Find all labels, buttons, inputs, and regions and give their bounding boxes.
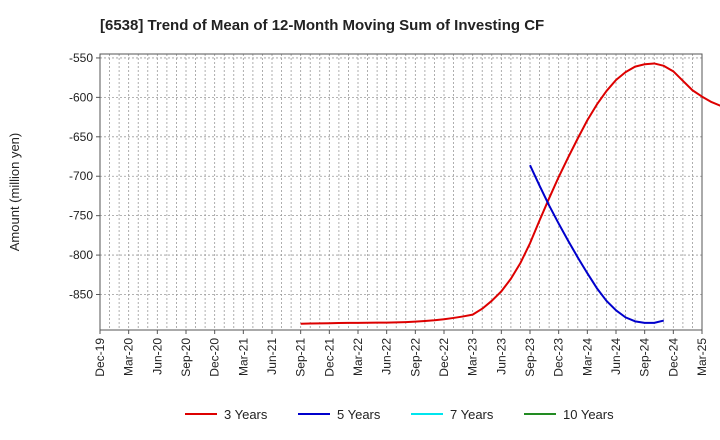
y-tick-label: -800 (69, 248, 93, 262)
y-tick-label: -650 (69, 130, 93, 144)
y-tick-label: -550 (69, 51, 93, 65)
x-tick-label: Sep-20 (179, 338, 193, 377)
x-tick-label: Jun-22 (380, 338, 394, 375)
series-line-5-years (529, 164, 665, 324)
x-tick-label: Dec-22 (437, 338, 451, 377)
x-tick-label: Jun-20 (150, 338, 164, 375)
x-tick-label: Dec-19 (93, 338, 107, 377)
x-tick-label: Mar-25 (695, 338, 709, 376)
y-tick-label: -750 (69, 209, 93, 223)
x-tick-label: Jun-21 (265, 338, 279, 375)
x-tick-label: Mar-22 (351, 338, 365, 376)
chart-title: [6538] Trend of Mean of 12-Month Moving … (100, 17, 544, 34)
legend: 3 Years 5 Years 7 Years 10 Years (185, 407, 614, 422)
x-tick-label: Mar-21 (236, 338, 250, 376)
x-tick-label: Dec-23 (552, 338, 566, 377)
x-tick-label: Sep-24 (638, 338, 652, 377)
legend-label: 5 Years (337, 407, 381, 422)
x-tick-label: Jun-24 (609, 338, 623, 375)
legend-label: 3 Years (224, 407, 268, 422)
x-tick-label: Sep-21 (294, 338, 308, 377)
x-tick-label: Sep-22 (408, 338, 422, 377)
y-tick-label: -700 (69, 169, 93, 183)
legend-item: 5 Years (298, 407, 381, 422)
y-tick-label: -850 (69, 288, 93, 302)
x-tick-label: Mar-24 (580, 338, 594, 376)
series-lines (300, 62, 720, 325)
y-axis: -550 -600 -650 -700 -750 -800 -850 (69, 51, 100, 302)
series-line-3-years (300, 62, 720, 325)
x-tick-label: Dec-24 (666, 338, 680, 377)
x-tick-label: Mar-23 (466, 338, 480, 376)
x-tick-label: Mar-20 (122, 338, 136, 376)
x-tick-label: Dec-20 (208, 338, 222, 377)
legend-label: 10 Years (563, 407, 614, 422)
x-tick-label: Jun-23 (494, 338, 508, 375)
y-tick-label: -600 (69, 90, 93, 104)
y-axis-label: Amount (million yen) (7, 133, 22, 252)
grid (100, 54, 702, 330)
plot-area (99, 53, 703, 331)
x-tick-label: Sep-23 (523, 338, 537, 377)
x-axis: Dec-19 Mar-20 Jun-20 Sep-20 Dec-20 Mar-21 Jun-… (93, 330, 709, 377)
legend-item: 3 Years (185, 407, 268, 422)
legend-item: 7 Years (411, 407, 494, 422)
x-tick-label: Dec-21 (322, 338, 336, 377)
legend-item: 10 Years (524, 407, 614, 422)
legend-label: 7 Years (450, 407, 494, 422)
